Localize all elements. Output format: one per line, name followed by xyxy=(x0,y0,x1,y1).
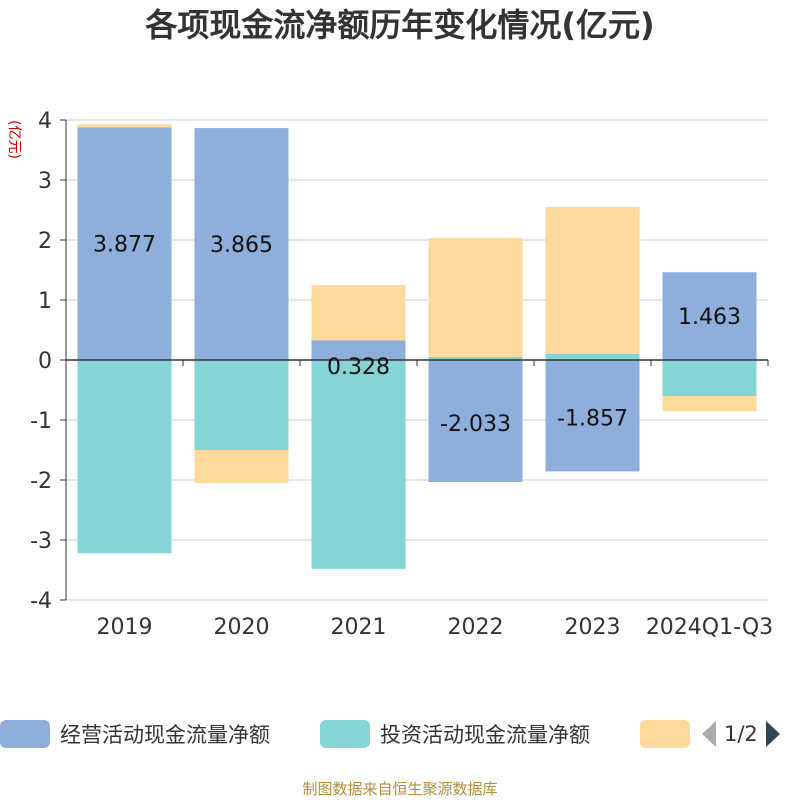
bar-series1-2024Q1-Q3[interactable] xyxy=(662,360,757,396)
legend-item-third[interactable] xyxy=(640,716,690,752)
legend-item-investing[interactable]: 投资活动现金流量净额 xyxy=(320,716,590,752)
legend-page-indicator: 1/2 xyxy=(724,722,758,746)
legend-swatch-third xyxy=(640,720,690,748)
bar-series0-2024Q1-Q3[interactable] xyxy=(662,272,757,360)
data-label: -2.033 xyxy=(440,412,511,437)
x-tick-label: 2021 xyxy=(331,615,387,640)
bar-series1-2020[interactable] xyxy=(194,360,289,450)
y-tick-label: 3 xyxy=(38,169,52,194)
data-label: 3.877 xyxy=(93,233,156,258)
legend-label-operating: 经营活动现金流量净额 xyxy=(60,723,270,747)
legend-swatch-operating xyxy=(0,720,50,748)
y-tick-label: 1 xyxy=(38,289,52,314)
bar-series1-2023[interactable] xyxy=(545,354,640,360)
triangle-left-icon[interactable] xyxy=(700,720,718,748)
data-label: 0.328 xyxy=(327,355,390,380)
bar-series1-2021[interactable] xyxy=(311,360,406,569)
data-label: -1.857 xyxy=(557,407,628,432)
footer-source: 制图数据来自恒生聚源数据库 xyxy=(302,780,498,798)
data-label: 3.865 xyxy=(210,233,273,258)
bar-series0-2023[interactable] xyxy=(545,360,640,472)
triangle-right-icon[interactable] xyxy=(764,720,782,748)
data-label: 1.463 xyxy=(678,305,741,330)
bar-series1-2019[interactable] xyxy=(77,360,172,554)
bar-series0-2019[interactable] xyxy=(77,127,172,360)
x-tick-label: 2019 xyxy=(97,615,153,640)
data-labels: 3.877 3.865 0.328 -2.033 -1.857 1.463 xyxy=(93,233,741,437)
y-tick-label: -3 xyxy=(30,529,52,554)
bar-series0-2020[interactable] xyxy=(194,128,289,360)
chart-title: 各项现金流净额历年变化情况(亿元) xyxy=(145,6,654,44)
axes: 4 3 2 1 0 -1 -2 -3 -4 2019 2020 2021 2022 2023 2024Q1-… xyxy=(30,109,773,640)
y-tick-label: -2 xyxy=(30,469,52,494)
legend-item-operating[interactable]: 经营活动现金流量净额 xyxy=(0,716,270,752)
bar-series2-2021[interactable] xyxy=(311,285,406,341)
y-tick-label: 4 xyxy=(38,109,52,134)
x-tick-label: 2023 xyxy=(565,615,621,640)
bar-series2-2019[interactable] xyxy=(77,124,172,128)
bar-series1-2022[interactable] xyxy=(428,357,523,360)
bar-series2-2020[interactable] xyxy=(194,450,289,483)
y-axis-label: (亿元) xyxy=(6,120,22,159)
bar-series2-2022[interactable] xyxy=(428,238,523,357)
bar-series0-2021[interactable] xyxy=(311,340,406,360)
x-tick-label: 2024Q1-Q3 xyxy=(646,615,773,640)
y-tick-label: 0 xyxy=(38,349,52,374)
bars xyxy=(77,124,757,569)
bar-series0-2022[interactable] xyxy=(428,360,523,482)
legend-pager: 1/2 xyxy=(700,716,782,752)
bar-series2-2024Q1-Q3[interactable] xyxy=(662,396,757,411)
y-tick-label: 2 xyxy=(38,229,52,254)
legend-swatch-investing xyxy=(320,720,370,748)
x-tick-label: 2022 xyxy=(448,615,504,640)
y-tick-label: -4 xyxy=(30,589,52,614)
x-tick-label: 2020 xyxy=(214,615,270,640)
y-tick-label: -1 xyxy=(30,409,52,434)
legend: 经营活动现金流量净额 投资活动现金流量净额 1/2 xyxy=(0,716,800,752)
legend-label-investing: 投资活动现金流量净额 xyxy=(380,723,590,747)
bar-series2-2023[interactable] xyxy=(545,207,640,354)
